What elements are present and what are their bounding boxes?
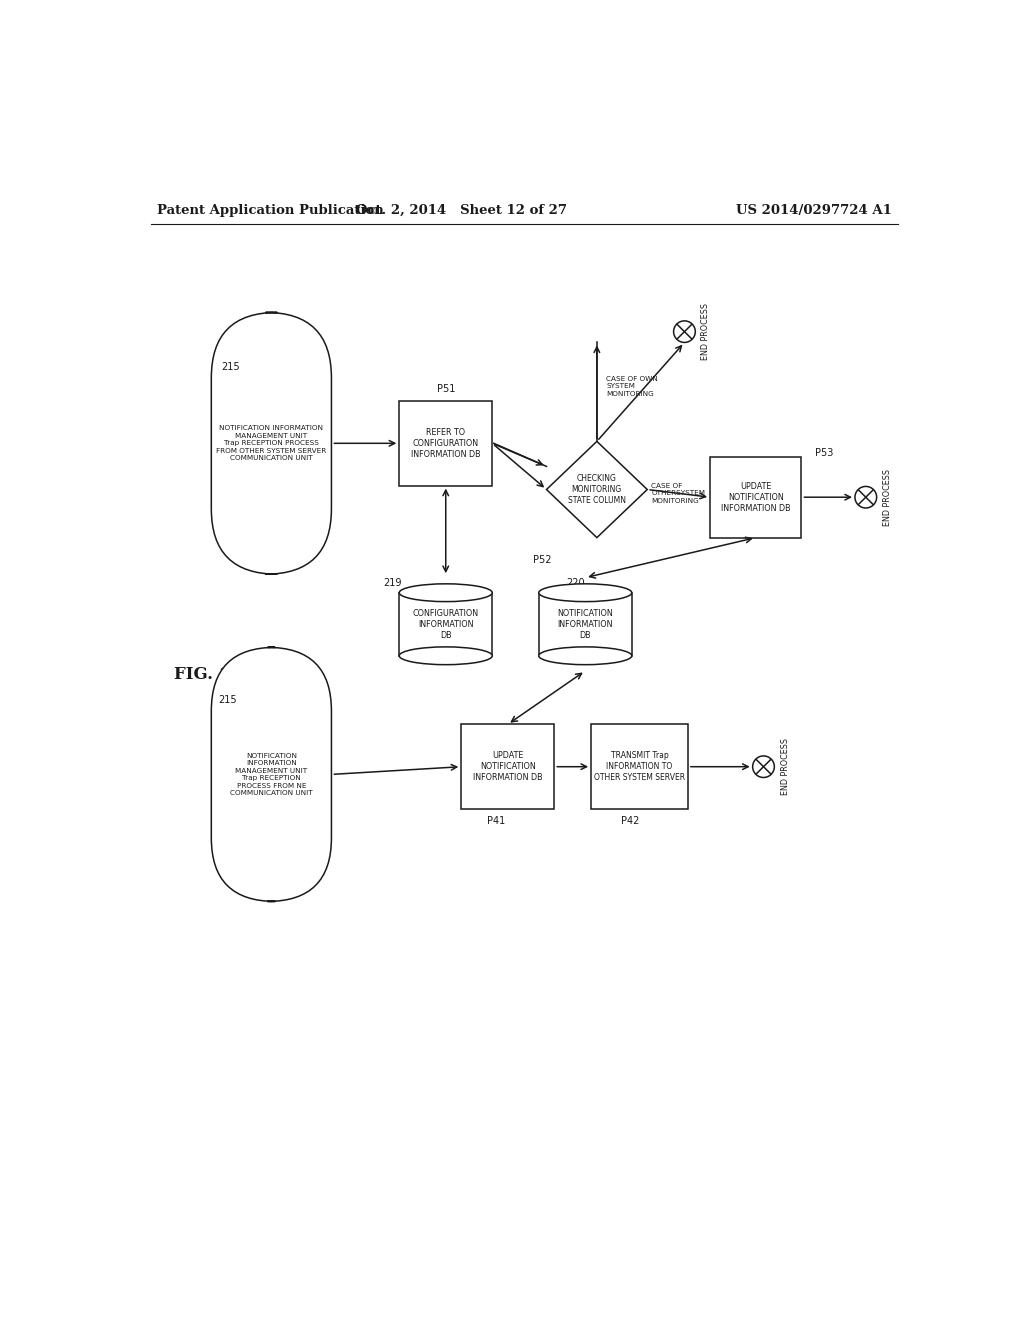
Text: END PROCESS: END PROCESS — [780, 738, 790, 795]
Text: CASE OF OWN
SYSTEM
MONITORING: CASE OF OWN SYSTEM MONITORING — [606, 376, 658, 397]
Text: UPDATE
NOTIFICATION
INFORMATION DB: UPDATE NOTIFICATION INFORMATION DB — [473, 751, 543, 783]
Text: P51: P51 — [436, 384, 455, 393]
Text: REFER TO
CONFIGURATION
INFORMATION DB: REFER TO CONFIGURATION INFORMATION DB — [411, 428, 480, 459]
Ellipse shape — [539, 583, 632, 602]
FancyBboxPatch shape — [211, 313, 332, 574]
Text: UPDATE
NOTIFICATION
INFORMATION DB: UPDATE NOTIFICATION INFORMATION DB — [721, 482, 791, 512]
Text: 220: 220 — [566, 578, 585, 587]
Bar — [591, 725, 688, 809]
Text: END PROCESS: END PROCESS — [701, 304, 711, 360]
Text: END PROCESS: END PROCESS — [883, 469, 892, 525]
Circle shape — [855, 487, 877, 508]
Text: 219: 219 — [384, 578, 402, 587]
Bar — [539, 593, 632, 656]
Text: Oct. 2, 2014   Sheet 12 of 27: Oct. 2, 2014 Sheet 12 of 27 — [355, 205, 566, 218]
Text: NOTIFICATION INFORMATION
MANAGEMENT UNIT
Trap RECEPTION PROCESS
FROM OTHER SYSTE: NOTIFICATION INFORMATION MANAGEMENT UNIT… — [216, 425, 327, 461]
Bar — [461, 725, 554, 809]
Text: P42: P42 — [621, 816, 639, 826]
Text: CASE OF
OTHERSYSTEM
MONITORING: CASE OF OTHERSYSTEM MONITORING — [651, 483, 706, 504]
Text: FIG. 12: FIG. 12 — [174, 665, 243, 682]
Bar — [399, 401, 493, 486]
Bar — [710, 457, 802, 537]
FancyBboxPatch shape — [211, 647, 332, 902]
Ellipse shape — [399, 583, 493, 602]
Text: CHECKING
MONITORING
STATE COLUMN: CHECKING MONITORING STATE COLUMN — [568, 474, 626, 506]
Ellipse shape — [539, 647, 632, 665]
Text: NOTIFICATION
INFORMATION
MANAGEMENT UNIT
Trap RECEPTION
PROCESS FROM NE
COMMUNIC: NOTIFICATION INFORMATION MANAGEMENT UNIT… — [230, 752, 312, 796]
Circle shape — [674, 321, 695, 342]
Text: TRANSMIT Trap
INFORMATION TO
OTHER SYSTEM SERVER: TRANSMIT Trap INFORMATION TO OTHER SYSTE… — [594, 751, 685, 783]
Text: P41: P41 — [487, 816, 505, 826]
Text: US 2014/0297724 A1: US 2014/0297724 A1 — [736, 205, 892, 218]
Bar — [399, 593, 493, 656]
Circle shape — [753, 756, 774, 777]
Text: Patent Application Publication: Patent Application Publication — [158, 205, 384, 218]
Ellipse shape — [399, 647, 493, 665]
Text: P53: P53 — [815, 447, 834, 458]
Text: 215: 215 — [221, 363, 240, 372]
Polygon shape — [547, 441, 647, 537]
Text: CONFIGURATION
INFORMATION
DB: CONFIGURATION INFORMATION DB — [413, 609, 479, 640]
Text: 215: 215 — [219, 696, 238, 705]
Text: NOTIFICATION
INFORMATION
DB: NOTIFICATION INFORMATION DB — [557, 609, 613, 640]
Text: P52: P52 — [534, 554, 552, 565]
